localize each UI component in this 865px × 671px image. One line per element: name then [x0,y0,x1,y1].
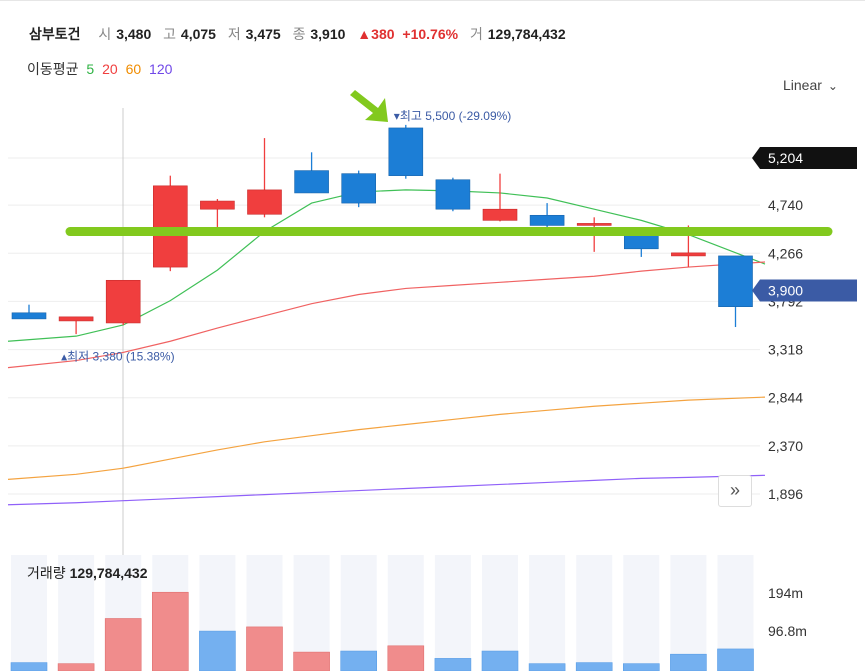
stock-name: 삼부토건 [29,26,81,42]
price-tag-label: 3,900 [768,282,803,298]
volume-bar [199,630,236,671]
volume-bar [622,663,660,671]
low-annotation: ▴최저 3,380 (15.38%) [61,349,175,363]
candle-body [529,214,565,226]
candle-body [200,200,235,210]
volume-bg-column [293,555,330,671]
ma-line-120 [7,474,766,506]
volume-bg-column [576,555,613,671]
scale-toggle[interactable]: Linear ⌄ [783,77,838,93]
ma-line-60 [7,396,766,480]
volume-bar [575,662,613,671]
close-label: 종 [292,26,306,42]
candle-body [247,189,282,215]
top-divider [0,0,865,1]
volume-bg-column [670,555,707,671]
ma-legend-label: 이동평균 [27,61,79,77]
ma-legend-60[interactable]: 60 [125,61,142,77]
open-value: 3,480 [116,26,152,42]
volume-bg-column [58,555,95,671]
price-tag [752,279,857,302]
candle-body [671,252,706,257]
candle-body [294,170,329,194]
high-label: 고 [163,26,177,42]
candle-body [11,312,47,320]
high-value: 4,075 [180,26,216,42]
volume-label: 거 [469,26,483,42]
high-annotation: ▾최고 5,500 (-29.09%) [394,109,512,123]
candle-body [341,173,377,204]
volume-bg-column [623,555,660,671]
arrow-icon [350,90,388,122]
candle-body [58,316,94,322]
close-value: 3,910 [310,26,346,42]
candle-body [576,223,612,226]
stock-header: 삼부토건 시 3,480 고 4,075 저 3,475 종 3,910 ▲38… [29,24,574,44]
volume-bar [104,618,142,671]
y-tick-label: 1,896 [768,486,803,502]
volume-tick-label: 194m [768,585,803,601]
candle-body [482,208,518,221]
change-value: ▲380 [357,26,395,42]
candle-body [153,185,188,268]
double-chevron-right-icon: » [729,480,740,500]
y-tick-label: 3,318 [768,342,803,358]
price-tag-label: 5,204 [768,150,803,166]
ma-line-20 [7,261,766,369]
open-label: 시 [98,26,112,42]
volume-bar [152,591,189,671]
candle-body [435,179,471,210]
ma-legend-20[interactable]: 20 [102,61,118,77]
y-tick-label: 2,370 [768,438,803,454]
price-tag [752,147,857,169]
volume-tick-label: 96.8m [768,623,807,639]
volume-bg-column [529,555,566,671]
volume-bar [434,658,472,671]
volume-panel-label: 거래량 [27,565,66,581]
low-label: 저 [227,26,241,42]
volume-bar [528,663,566,671]
volume-panel-title: 거래량 129,784,432 [27,563,148,583]
volume-bar [670,653,707,671]
volume-bar [481,650,519,671]
ma-line-5 [7,189,766,342]
volume-panel-value: 129,784,432 [69,565,148,581]
ma-legend-5[interactable]: 5 [86,61,95,77]
y-tick-label: 4,266 [768,245,803,261]
volume-value: 129,784,432 [487,26,566,42]
expand-button[interactable]: » [718,475,752,507]
volume-bar [293,651,330,671]
volume-bar [717,648,754,671]
change-percent: +10.76% [402,26,459,42]
chevron-down-icon: ⌄ [827,79,838,93]
y-tick-label: 4,740 [768,197,803,213]
scale-label: Linear [783,77,822,93]
volume-bar [10,662,48,671]
volume-bar [246,626,283,671]
candle-body [105,279,141,324]
volume-bar [340,650,378,671]
y-tick-label: 2,844 [768,390,803,406]
ma-legend-120[interactable]: 120 [149,61,173,77]
volume-bar [57,663,95,671]
candle-body [718,255,753,308]
low-value: 3,475 [245,26,281,42]
candle-body [388,127,424,176]
moving-average-legend: 이동평균 5 20 60 120 [27,59,176,79]
volume-bg-column [434,555,471,671]
volume-bar [387,645,425,671]
volume-bg-column [11,555,47,671]
